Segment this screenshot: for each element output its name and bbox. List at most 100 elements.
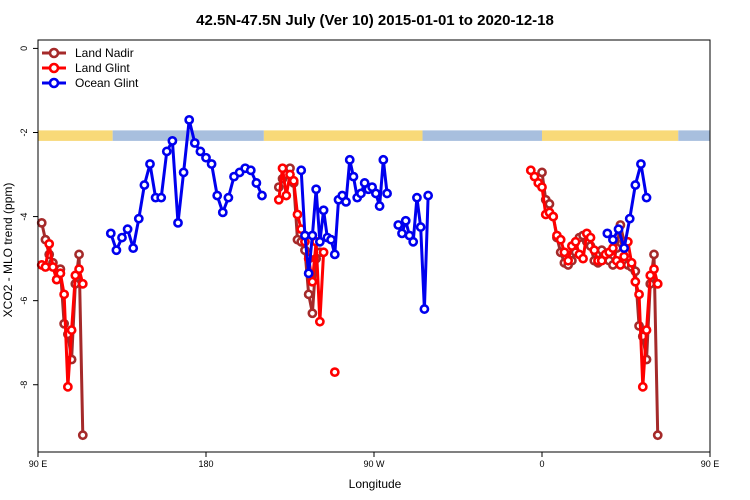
data-point-land-nadir xyxy=(537,167,547,178)
series-ocean-glint xyxy=(105,114,652,314)
data-point-land-nadir xyxy=(303,289,314,300)
data-point-land-glint xyxy=(608,243,618,254)
data-point-land-nadir xyxy=(36,217,47,228)
data-point-ocean-glint xyxy=(636,159,646,169)
series-land-nadir xyxy=(36,163,663,441)
y-tick-label: -8 xyxy=(19,381,29,389)
data-point-ocean-glint xyxy=(348,171,359,182)
legend-label-ocean-glint: Ocean Glint xyxy=(75,76,139,90)
data-point-land-glint xyxy=(619,251,630,262)
data-point-land-glint xyxy=(548,211,559,222)
data-point-ocean-glint xyxy=(370,188,381,199)
data-point-land-glint xyxy=(77,278,88,289)
data-point-ocean-glint xyxy=(173,217,183,228)
data-point-ocean-glint xyxy=(630,180,641,190)
data-point-ocean-glint xyxy=(329,249,340,260)
data-point-ocean-glint xyxy=(251,178,262,188)
data-point-land-glint xyxy=(634,289,644,300)
data-point-land-glint xyxy=(74,264,84,275)
data-point-land-glint xyxy=(40,262,51,272)
data-point-ocean-glint xyxy=(296,165,307,176)
plot-area xyxy=(36,114,663,441)
data-point-ocean-glint xyxy=(303,268,314,279)
x-tick-label: 180 xyxy=(198,459,213,469)
data-point-land-glint xyxy=(273,194,284,205)
data-point-land-glint xyxy=(641,325,652,335)
data-point-ocean-glint xyxy=(356,188,366,199)
legend-marker-land-glint xyxy=(48,62,60,74)
data-point-ocean-glint xyxy=(145,159,155,169)
x-tick-label: 90 E xyxy=(29,459,48,469)
legend-marker-land-nadir xyxy=(48,47,60,59)
y-tick-label: 0 xyxy=(19,46,29,51)
data-point-ocean-glint xyxy=(122,224,133,235)
data-point-land-glint xyxy=(637,381,648,392)
data-point-land-glint xyxy=(44,238,55,249)
data-point-ocean-glint xyxy=(167,135,178,146)
data-point-land-glint xyxy=(62,381,73,392)
data-point-ocean-glint xyxy=(189,138,200,148)
data-point-ocean-glint xyxy=(423,190,434,201)
data-point-land-nadir xyxy=(307,308,318,319)
data-point-land-glint xyxy=(537,182,547,193)
y-axis: 0 -2 -4 -6 -8 xyxy=(19,46,38,389)
data-point-land-glint xyxy=(55,268,66,279)
data-point-land-glint xyxy=(59,289,70,300)
x-axis-label: Longitude xyxy=(349,477,402,491)
data-point-ocean-glint xyxy=(201,152,211,163)
data-point-land-glint xyxy=(281,190,292,201)
data-point-land-glint xyxy=(652,278,663,289)
data-point-ocean-glint xyxy=(393,220,404,230)
data-point-land-glint xyxy=(318,247,329,258)
data-point-ocean-glint xyxy=(400,215,411,226)
data-point-ocean-glint xyxy=(318,205,329,216)
data-point-ocean-glint xyxy=(619,243,630,254)
data-point-ocean-glint xyxy=(408,236,419,247)
strip-segment-ocean xyxy=(678,130,710,141)
data-point-land-glint xyxy=(48,262,58,272)
data-point-land-glint xyxy=(292,209,303,220)
data-point-ocean-glint xyxy=(212,190,223,201)
data-point-ocean-glint xyxy=(105,228,116,239)
data-point-ocean-glint xyxy=(117,232,127,243)
data-point-land-glint xyxy=(314,316,325,327)
data-point-land-glint xyxy=(66,325,77,335)
data-point-ocean-glint xyxy=(178,167,189,178)
data-point-ocean-glint xyxy=(602,228,613,239)
data-point-land-nadir xyxy=(544,199,555,209)
data-point-ocean-glint xyxy=(206,159,217,169)
data-point-ocean-glint xyxy=(217,207,228,218)
legend-marker-ocean-glint xyxy=(48,77,60,89)
data-point-land-glint xyxy=(288,175,299,186)
data-point-ocean-glint xyxy=(608,234,618,245)
data-point-ocean-glint xyxy=(139,180,150,190)
data-point-ocean-glint xyxy=(314,236,325,247)
data-point-land-glint xyxy=(277,163,288,174)
x-tick-label: 90 W xyxy=(363,459,385,469)
data-point-land-glint xyxy=(563,255,574,266)
data-point-land-nadir xyxy=(652,430,663,441)
data-point-land-glint xyxy=(578,253,588,264)
strip-segment-land xyxy=(542,130,679,141)
data-point-land-glint xyxy=(555,234,566,245)
data-point-ocean-glint xyxy=(412,192,422,203)
data-point-land-nadir xyxy=(77,430,88,441)
data-point-ocean-glint xyxy=(311,184,322,195)
data-point-ocean-glint xyxy=(613,224,624,235)
data-point-ocean-glint xyxy=(184,114,195,125)
data-point-ocean-glint xyxy=(128,243,139,254)
data-point-ocean-glint xyxy=(307,230,318,241)
data-point-ocean-glint xyxy=(341,196,351,207)
series-land-glint xyxy=(36,163,663,392)
strip-segment-land xyxy=(38,130,113,141)
data-point-ocean-glint xyxy=(245,165,256,176)
x-axis: 90 E 180 90 W 0 90 E xyxy=(29,452,719,469)
data-point-ocean-glint xyxy=(415,222,426,232)
data-point-ocean-glint xyxy=(419,304,430,314)
data-point-land-nadir xyxy=(74,249,84,260)
land-ocean-strip xyxy=(38,130,710,141)
data-point-ocean-glint xyxy=(382,188,392,199)
y-tick-label: -4 xyxy=(19,213,29,221)
data-point-land-glint xyxy=(307,276,318,287)
